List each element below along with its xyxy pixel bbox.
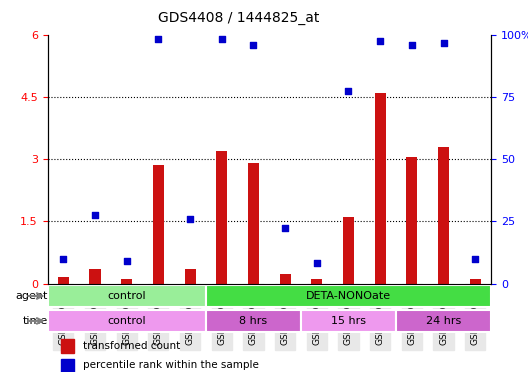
Bar [61,339,74,353]
Point [344,88,353,94]
Point [59,256,68,262]
Point [281,225,289,231]
Bar [61,359,74,372]
Bar [185,269,195,283]
Text: 8 hrs: 8 hrs [239,316,268,326]
Bar [280,275,290,283]
Bar [89,269,100,283]
Bar [375,93,385,283]
Point [91,212,99,218]
Text: control: control [107,291,146,301]
FancyBboxPatch shape [301,310,396,332]
FancyBboxPatch shape [48,310,206,332]
Bar [343,217,354,283]
Text: transformed count: transformed count [83,341,180,351]
Point [471,256,479,262]
Point [218,36,226,42]
Text: GDS4408 / 1444825_at: GDS4408 / 1444825_at [158,11,320,25]
Bar [438,147,449,283]
Point [408,42,416,48]
Text: 24 hrs: 24 hrs [426,316,461,326]
Point [249,42,258,48]
FancyBboxPatch shape [206,285,491,307]
Point [313,260,321,266]
Bar [248,163,259,283]
Bar [153,165,164,283]
Bar [470,280,480,283]
Point [154,36,163,42]
Point [186,216,194,222]
Point [376,38,384,44]
Point [122,258,131,264]
Text: DETA-NONOate: DETA-NONOate [306,291,391,301]
FancyBboxPatch shape [48,285,206,307]
Bar [58,277,69,283]
Text: agent: agent [15,291,48,301]
FancyBboxPatch shape [396,310,491,332]
Text: control: control [107,316,146,326]
Bar [312,278,323,283]
FancyBboxPatch shape [206,310,301,332]
Text: time: time [22,316,48,326]
Bar [407,157,417,283]
Text: percentile rank within the sample: percentile rank within the sample [83,361,259,371]
Text: 15 hrs: 15 hrs [331,316,366,326]
Point [439,40,448,46]
Bar [121,278,132,283]
Bar [216,151,227,283]
